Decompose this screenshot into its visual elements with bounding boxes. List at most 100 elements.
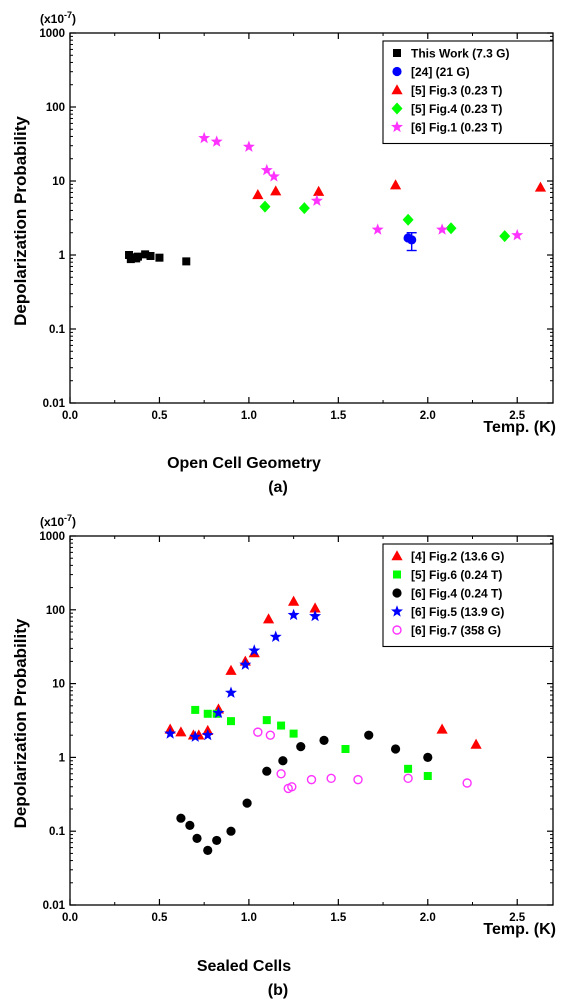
data-point (436, 723, 448, 734)
legend-marker (391, 84, 403, 95)
data-point (203, 845, 213, 855)
data-point (288, 595, 300, 606)
data-point (210, 135, 223, 147)
y-tick-label: 100 (46, 605, 65, 617)
y-multiplier: (x10-7) (40, 10, 76, 26)
data-point (289, 729, 298, 738)
y-tick-label: 1000 (39, 28, 65, 40)
data-point (298, 202, 310, 215)
data-point (259, 200, 271, 213)
plot-frame (69, 535, 554, 906)
x-tick-label: 2.0 (420, 912, 436, 924)
data-point (309, 609, 322, 622)
data-point (198, 131, 211, 144)
data-point (212, 835, 222, 846)
y-axis-label: Depolarization Probability (11, 116, 30, 326)
data-point (470, 738, 482, 749)
data-point (265, 730, 276, 740)
x-tick-label: 0.0 (62, 410, 78, 422)
x-tick-label: 2.5 (509, 912, 526, 924)
legend: [4] Fig.2 (13.6 G) [5] Fig.6 (0.24 T) [6] … (382, 543, 554, 648)
data-point (499, 230, 511, 243)
series-0 (125, 250, 191, 266)
legend-marker (391, 605, 403, 617)
data-point (253, 727, 263, 737)
data-point (269, 630, 282, 642)
x-tick-label: 1.5 (330, 410, 347, 422)
data-point (227, 717, 235, 726)
data-point (164, 727, 177, 739)
chart-panel-b: 0.0 0.5 1.0 1.5 2.0 2.5 0.01 0.1 1 10 100 1000 (x10-… (11, 513, 556, 999)
legend-box (382, 543, 554, 648)
data-point (260, 163, 273, 176)
x-tick-label: 0.0 (62, 912, 78, 924)
data-point (248, 644, 261, 656)
data-point (252, 189, 264, 200)
legend-marker (393, 570, 401, 579)
series-4 (198, 131, 524, 241)
data-point (277, 721, 286, 730)
data-point (225, 686, 237, 698)
data-point (341, 744, 350, 753)
legend-label: [6] Fig.5 (13.9 G) (411, 605, 504, 619)
data-point (287, 608, 300, 621)
data-point (239, 658, 252, 670)
legend-marker (391, 102, 403, 115)
panel-caption: Open Cell Geometry (167, 455, 321, 472)
data-point (402, 213, 414, 226)
legend-label: [6] Fig.7 (358 G) (411, 624, 501, 638)
data-point (262, 766, 272, 776)
series-4 (253, 727, 472, 794)
data-point (423, 771, 432, 780)
data-point (436, 223, 449, 235)
series-3 (164, 608, 322, 742)
panel-label: (a) (268, 479, 288, 496)
y-tick-label: 10 (52, 176, 65, 188)
data-point (371, 223, 384, 235)
plot-frame (69, 32, 554, 404)
data-point (270, 185, 282, 196)
data-point (262, 716, 271, 725)
legend-marker (391, 550, 403, 561)
legend-label: [5] Fig.4 (0.23 T) (411, 102, 502, 116)
legend-marker (391, 120, 403, 133)
data-point (201, 728, 214, 741)
x-tick-label: 1.0 (241, 912, 257, 924)
x-axis-label: Temp. (K) (483, 921, 556, 938)
y-tick-label: 1 (59, 752, 66, 764)
data-point (511, 228, 524, 241)
y-multiplier: (x10-7) (40, 513, 76, 529)
data-point (212, 706, 225, 719)
x-tick-label: 0.5 (151, 410, 168, 422)
legend-label: [6] Fig.4 (0.24 T) (411, 587, 502, 601)
data-point (155, 253, 164, 262)
chart-panel-a: 0.0 0.5 1.0 1.5 2.0 2.5 0.01 0.1 1 10 100 1000 (x10-… (11, 10, 556, 496)
data-point (296, 742, 306, 752)
y-tick-label: 10 (52, 679, 65, 691)
data-point (242, 798, 252, 808)
data-point (141, 250, 150, 259)
data-point (185, 820, 195, 830)
data-point (326, 773, 336, 784)
data-point (407, 235, 417, 245)
data-point (182, 257, 191, 266)
data-point (267, 170, 280, 182)
data-point (287, 782, 297, 792)
data-point (309, 602, 321, 613)
legend-marker (393, 49, 401, 57)
legend-label: [4] Fig.2 (13.6 G) (411, 550, 504, 564)
data-point (462, 778, 472, 788)
series-2 (176, 730, 433, 855)
x-tick-label: 1.5 (330, 912, 347, 924)
legend-label: [24] (21 G) (411, 65, 470, 79)
data-point (146, 251, 155, 260)
y-axis-label: Depolarization Probability (11, 618, 30, 828)
legend-label: [5] Fig.3 (0.23 T) (411, 84, 502, 98)
y-tick-label: 0.01 (43, 900, 66, 912)
panel-caption: Sealed Cells (197, 958, 291, 975)
data-point (225, 664, 237, 675)
data-point (176, 813, 186, 823)
legend: This Work (7.3 G) [24] (21 G) [5] Fig.3 (0… (382, 40, 554, 145)
data-point (310, 194, 323, 206)
data-point (389, 179, 402, 190)
